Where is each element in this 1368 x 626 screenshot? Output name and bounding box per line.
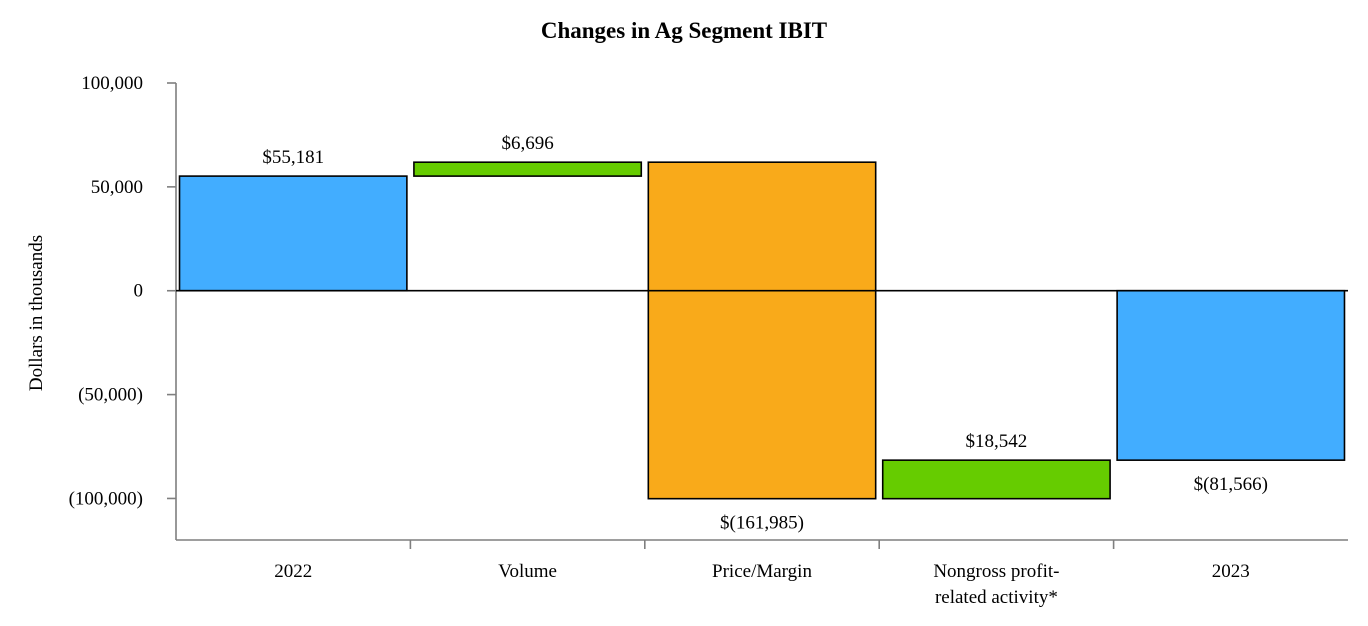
axes: [167, 82, 1348, 549]
bar-2022: [178, 175, 408, 292]
data-label: $6,696: [501, 133, 553, 154]
x-tick-label: Price/Margin: [712, 561, 812, 582]
chart-title: Changes in Ag Segment IBIT: [541, 18, 827, 43]
bars: [178, 161, 1346, 500]
data-labels: $55,181 $6,696 $(161,985) $18,542 $(81,566): [262, 133, 1268, 533]
x-tick-label: related activity*: [935, 587, 1058, 608]
y-tick-label: (100,000): [69, 488, 143, 509]
data-label: $55,181: [262, 147, 324, 168]
bar-price-margin: [647, 161, 877, 500]
bar-nongross-profit-related-activity: [881, 459, 1111, 500]
y-axis-label: Dollars in thousands: [26, 235, 47, 391]
y-tick-label: 0: [134, 281, 144, 302]
x-tick-label: 2023: [1212, 561, 1250, 582]
bar-2023: [1116, 289, 1346, 461]
data-label: $(81,566): [1194, 474, 1268, 495]
x-tick-label: Volume: [498, 561, 557, 582]
y-tick-label: 50,000: [91, 177, 143, 198]
x-tick-label: Nongross profit-: [933, 561, 1059, 582]
y-tick-labels: 100,000 50,000 0 (50,000) (100,000): [69, 73, 143, 509]
data-label: $(161,985): [720, 513, 804, 534]
x-tick-label: 2022: [274, 561, 312, 582]
bar-volume: [413, 161, 643, 177]
x-tick-labels: 2022 Volume Price/Margin Nongross profit-re…: [274, 561, 1250, 608]
y-tick-label: 100,000: [81, 73, 143, 94]
data-label: $18,542: [966, 431, 1028, 452]
y-tick-label: (50,000): [78, 385, 143, 406]
